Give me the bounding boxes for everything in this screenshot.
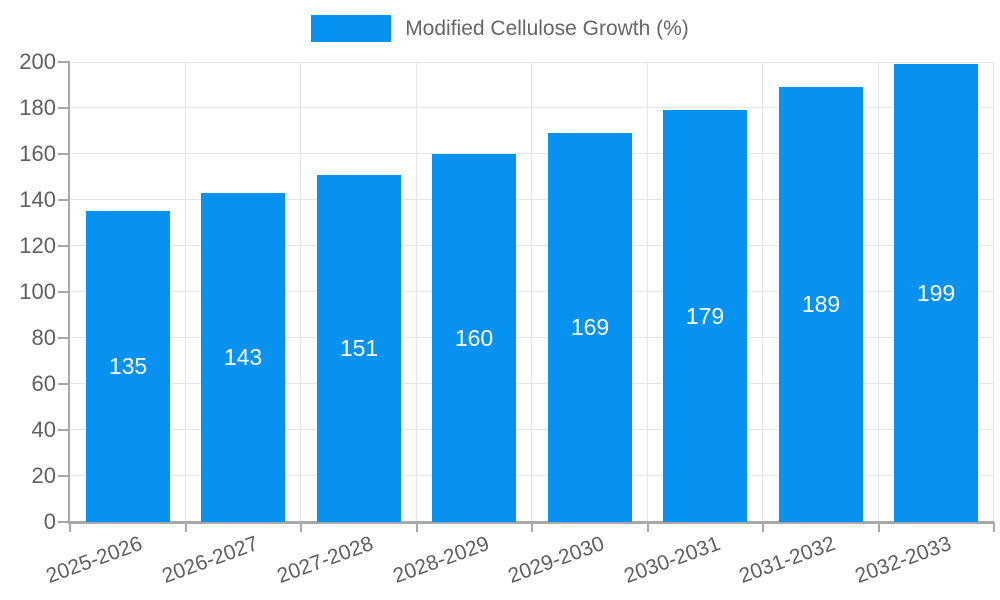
gridline-h: [70, 383, 994, 384]
y-axis-label: 80: [31, 325, 56, 350]
y-axis-label: 160: [19, 141, 56, 166]
gridline-h: [70, 199, 994, 200]
bar-value-label: 135: [108, 353, 148, 379]
bar-value-label: 189: [801, 291, 841, 317]
gridline-h: [70, 245, 994, 246]
gridline-v: [993, 62, 994, 522]
bar[interactable]: 199: [894, 64, 978, 522]
gridline-v: [185, 62, 186, 522]
x-tick: [878, 522, 880, 532]
gridline-h: [70, 475, 994, 476]
y-axis-label: 140: [19, 187, 56, 212]
x-tick: [531, 522, 533, 532]
x-axis-label: 2031-2032: [736, 532, 839, 588]
gridline-h: [70, 291, 994, 292]
gridline-h: [70, 62, 994, 63]
gridline-h: [70, 337, 994, 338]
y-tick: [58, 383, 70, 385]
bar[interactable]: 179: [663, 110, 747, 522]
chart-legend[interactable]: Modified Cellulose Growth (%): [0, 15, 1000, 42]
bar-value-label: 179: [685, 302, 725, 329]
x-axis-line: [70, 521, 994, 524]
legend-label: Modified Cellulose Growth (%): [405, 16, 689, 40]
y-tick: [58, 107, 70, 109]
x-axis-label: 2025-2026: [43, 532, 146, 588]
y-tick: [58, 245, 70, 247]
y-tick: [58, 429, 70, 431]
y-axis-line: [68, 62, 70, 524]
gridline-v: [300, 62, 301, 522]
x-tick: [185, 522, 187, 532]
bar[interactable]: 189: [779, 87, 863, 522]
y-axis-label: 200: [19, 49, 56, 74]
y-axis-label: 120: [19, 233, 56, 258]
x-axis-label: 2027-2028: [274, 532, 377, 588]
bar-value-label: 169: [570, 314, 610, 340]
x-tick: [647, 522, 649, 532]
gridline-h: [70, 153, 994, 154]
y-axis-label: 20: [31, 463, 56, 488]
y-tick: [58, 291, 70, 293]
bar-value-label: 143: [223, 344, 263, 370]
y-axis-label: 60: [31, 371, 56, 396]
y-tick: [58, 199, 70, 201]
y-tick: [58, 153, 70, 155]
bar[interactable]: 151: [317, 175, 401, 522]
bar[interactable]: 143: [201, 193, 285, 522]
gridline-h: [70, 107, 994, 108]
x-axis-label: 2028-2029: [389, 532, 493, 588]
y-axis-label: 0: [43, 509, 56, 534]
bar[interactable]: 135: [86, 211, 170, 522]
bar[interactable]: 169: [548, 133, 632, 522]
x-tick: [762, 522, 764, 532]
y-tick: [58, 521, 70, 523]
y-tick: [58, 337, 70, 339]
bar-value-label: 160: [454, 324, 494, 351]
x-tick: [69, 522, 71, 532]
x-tick: [993, 522, 995, 532]
gridline-v: [878, 62, 879, 522]
legend-swatch: [311, 15, 392, 42]
plot-area: 0 20 40 60 80 100 120 140 160 180 200 135 143 151 160 1…: [19, 49, 995, 588]
gridline-v: [531, 62, 532, 522]
gridline-v: [762, 62, 763, 522]
bar-value-label: 151: [339, 335, 379, 361]
gridline-v: [647, 62, 648, 522]
y-tick: [58, 475, 70, 477]
y-axis-label: 180: [19, 95, 56, 120]
y-tick: [58, 61, 70, 63]
x-axis-label: 2030-2031: [620, 532, 724, 588]
y-axis-label: 100: [19, 279, 56, 304]
x-tick: [416, 522, 418, 532]
y-axis-label: 40: [31, 417, 56, 442]
x-tick: [300, 522, 302, 532]
x-axis-label: 2026-2027: [158, 532, 262, 588]
x-axis-label: 2029-2030: [505, 532, 608, 588]
x-axis-label: 2032-2033: [851, 532, 955, 588]
gridline-v: [416, 62, 417, 522]
bar-value-label: 199: [916, 279, 956, 306]
bar[interactable]: 160: [432, 154, 516, 522]
gridline-h: [70, 429, 994, 430]
